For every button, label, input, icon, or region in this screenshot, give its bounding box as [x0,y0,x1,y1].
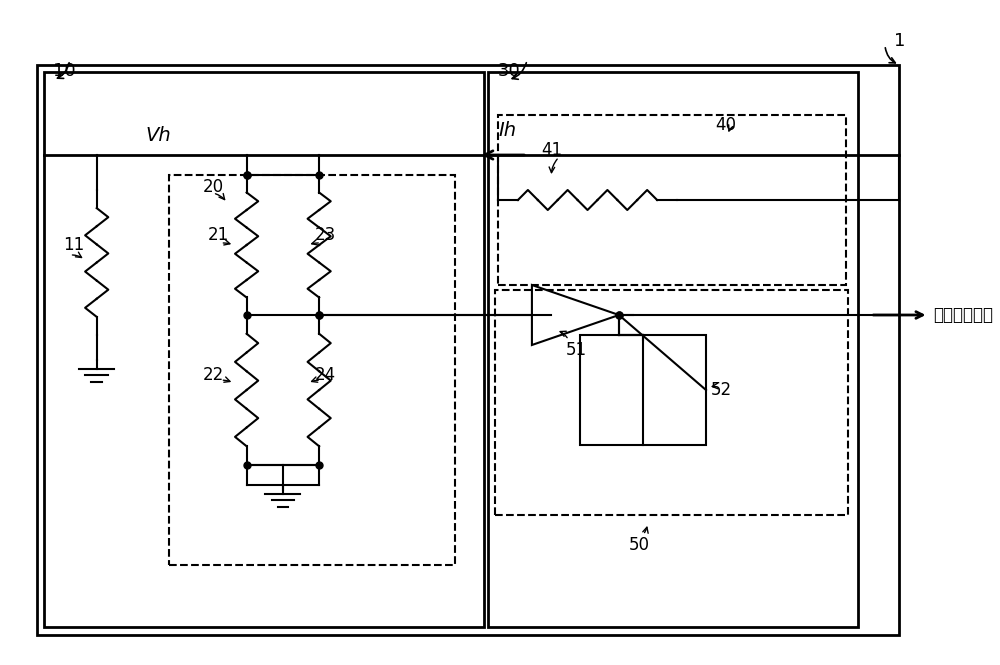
Text: 40: 40 [716,116,737,134]
Text: 51: 51 [566,341,587,359]
Text: Vh: Vh [145,126,171,144]
Bar [580,335,706,445]
Bar [495,290,848,515]
Text: 11: 11 [63,236,84,254]
Text: 30: 30 [498,62,521,80]
Text: 50: 50 [629,536,650,554]
Text: 10: 10 [53,62,76,80]
Text: 52: 52 [711,381,732,399]
Text: 20: 20 [203,178,224,196]
Text: 23: 23 [314,226,336,244]
Text: 21: 21 [208,226,229,244]
Text: Ih: Ih [499,121,517,140]
Bar [44,72,484,627]
Bar [169,175,455,565]
Text: 24: 24 [314,366,335,384]
Text: 1: 1 [894,32,905,50]
Bar [37,65,899,635]
Text: 41: 41 [542,141,563,159]
Text: 22: 22 [203,366,224,384]
Bar [488,72,858,627]
Bar [498,115,846,285]
Text: 空気流量信号: 空気流量信号 [933,306,993,324]
